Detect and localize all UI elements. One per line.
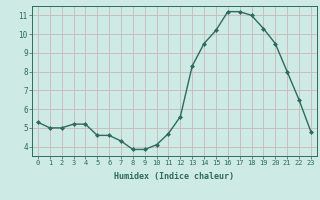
X-axis label: Humidex (Indice chaleur): Humidex (Indice chaleur) <box>115 172 234 181</box>
